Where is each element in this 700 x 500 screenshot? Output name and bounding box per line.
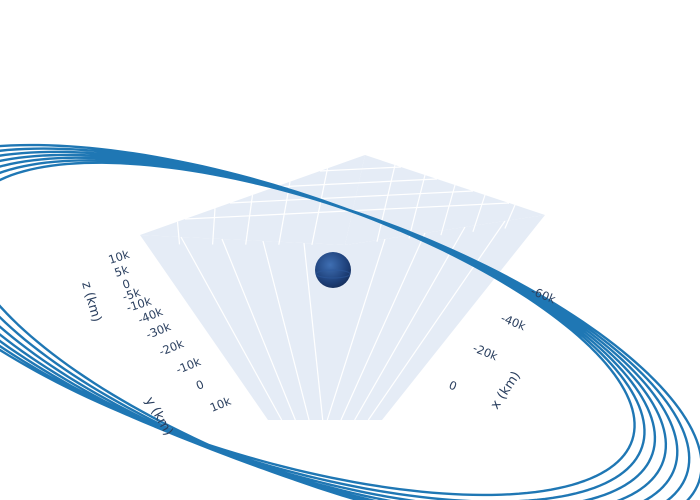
z-axis-title: z (km) [78,280,104,324]
z-tick-label: 5k [113,262,131,280]
gridline [212,208,216,245]
trajectory-trace[interactable] [0,143,700,500]
gridline [376,164,396,242]
trajectory-line[interactable] [0,143,700,500]
gridline [504,204,516,229]
gridline [340,232,426,421]
gridline [176,221,181,245]
scene-gridlines [176,164,516,421]
gridline [262,240,310,421]
y-tick-label: -20k [157,336,186,359]
x-axis-title: x (km) [488,369,524,412]
gridline [354,226,466,421]
gridline [408,174,426,239]
gridline [221,238,296,421]
gridline [180,236,283,421]
x-tick-label: -40k [499,311,528,334]
gridline [229,190,474,204]
z-tick-label: -5k [121,285,143,304]
gridline [319,166,402,172]
z-tick-label: 10k [107,247,132,267]
x-tick-label: 0 [447,378,459,394]
y-tick-label: 0 [194,377,206,393]
gridline [311,168,329,245]
gridline [326,238,386,421]
z-axis-ticks: 10k 5k 0 -5k -10k [107,247,154,315]
central-body-sphere[interactable] [315,252,351,288]
y-tick-label: 10k [208,394,233,415]
gridline [184,202,510,220]
gridline [440,184,456,236]
gridline [303,242,324,421]
gridline [367,220,506,421]
scene-back-wall-left [140,155,365,245]
gridline [472,194,486,233]
scene-background [140,155,545,420]
gridline [245,194,254,245]
y-axis-ticks: -40k -30k -20k -10k 0 10k [136,304,233,415]
gridline [274,178,438,188]
scene-floor [140,215,545,420]
x-tick-label: -20k [471,341,500,364]
body-band [315,269,351,279]
y-tick-label: -10k [174,354,203,377]
z-tick-label: 0 [121,276,132,292]
